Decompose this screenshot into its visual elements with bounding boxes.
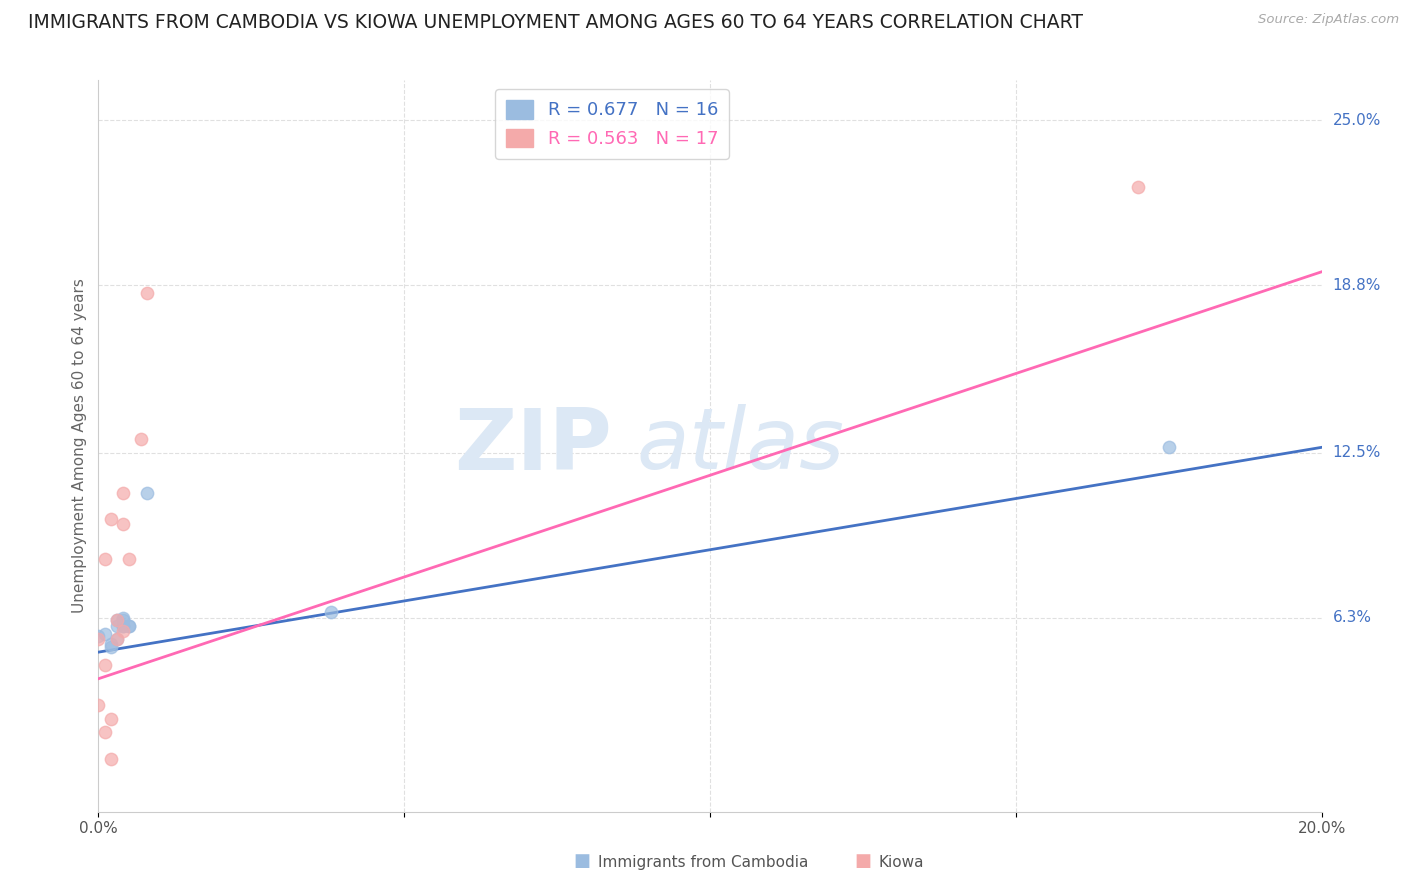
Point (93, 626, 115, 640)
Point (105, 613, 128, 627)
Point (118, 618, 141, 632)
Point (129, 433, 152, 447)
Point (118, 552, 141, 566)
Point (87, 632, 110, 646)
Text: ■: ■ (574, 852, 591, 870)
Point (105, 613, 128, 627)
Text: 25.0%: 25.0% (1333, 112, 1381, 128)
Text: atlas: atlas (637, 404, 845, 488)
Point (87, 698, 110, 713)
Text: Immigrants from Cambodia: Immigrants from Cambodia (598, 855, 808, 870)
Point (100, 640, 122, 654)
Point (111, 613, 134, 627)
Text: IMMIGRANTS FROM CAMBODIA VS KIOWA UNEMPLOYMENT AMONG AGES 60 TO 64 YEARS CORRELA: IMMIGRANTS FROM CAMBODIA VS KIOWA UNEMPL… (28, 13, 1083, 32)
Point (111, 618, 134, 632)
Point (1157, 440, 1180, 454)
Point (136, 286, 159, 301)
Point (105, 632, 128, 646)
Point (93, 658, 115, 673)
Text: ■: ■ (855, 852, 872, 870)
Point (93, 725, 115, 739)
Point (319, 605, 342, 619)
Y-axis label: Unemployment Among Ages 60 to 64 years: Unemployment Among Ages 60 to 64 years (72, 278, 87, 614)
Point (111, 610, 134, 624)
Point (111, 618, 134, 632)
Point (105, 632, 128, 646)
Legend: R = 0.677   N = 16, R = 0.563   N = 17: R = 0.677 N = 16, R = 0.563 N = 17 (495, 89, 730, 159)
Point (100, 637, 122, 651)
Text: 18.8%: 18.8% (1333, 277, 1381, 293)
Point (87, 629, 110, 643)
Point (111, 485, 134, 500)
Point (93, 552, 115, 566)
Point (105, 618, 128, 632)
Text: ZIP: ZIP (454, 404, 612, 488)
Point (111, 517, 134, 532)
Point (100, 712, 122, 726)
Text: 6.3%: 6.3% (1333, 610, 1372, 625)
Point (100, 512, 122, 526)
Point (118, 618, 141, 632)
Point (1128, 179, 1150, 194)
Point (136, 485, 159, 500)
Point (111, 624, 134, 638)
Text: Kiowa: Kiowa (879, 855, 924, 870)
Text: Source: ZipAtlas.com: Source: ZipAtlas.com (1258, 13, 1399, 27)
Text: 12.5%: 12.5% (1333, 445, 1381, 460)
Point (100, 751, 122, 765)
